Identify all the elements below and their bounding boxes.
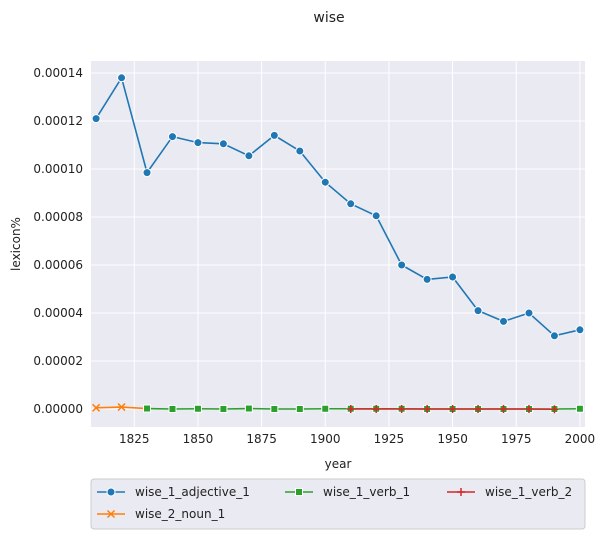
data-point <box>575 404 584 413</box>
x-tick-label: 1900 <box>310 432 341 446</box>
data-point <box>397 405 406 413</box>
data-point <box>346 199 356 209</box>
data-point <box>371 211 381 221</box>
data-point <box>499 316 509 326</box>
legend-marker <box>295 488 303 496</box>
legend-entry: wise_1_verb_2 <box>447 485 572 499</box>
legend-entry: wise_1_adjective_1 <box>97 485 250 499</box>
data-point <box>269 130 279 140</box>
data-point <box>167 132 177 142</box>
data-point <box>474 405 483 413</box>
data-point <box>92 403 101 412</box>
data-point <box>295 405 304 413</box>
data-point <box>499 405 508 413</box>
data-point <box>142 168 152 178</box>
x-tick-label: 1950 <box>437 432 468 446</box>
x-tick-label: 1975 <box>501 432 532 446</box>
legend-marker <box>106 509 116 519</box>
legend-label: wise_1_adjective_1 <box>135 485 250 499</box>
y-tick-label: 0.00014 <box>33 66 83 80</box>
data-point <box>295 146 305 156</box>
data-point <box>524 405 533 413</box>
x-tick-label: 1825 <box>119 432 150 446</box>
legend-entry: wise_2_noun_1 <box>97 507 225 521</box>
x-tick-label: 2000 <box>565 432 596 446</box>
plot-area <box>91 61 585 427</box>
data-point <box>320 177 330 187</box>
data-point <box>117 73 127 83</box>
data-point <box>448 272 458 282</box>
legend-label: wise_1_verb_1 <box>323 485 410 499</box>
data-point <box>244 151 254 161</box>
y-tick-label: 0.00008 <box>33 210 83 224</box>
data-point <box>372 405 381 413</box>
y-axis-label: lexicon% <box>9 217 23 271</box>
y-tick-label: 0.00004 <box>33 306 83 320</box>
data-point <box>422 274 432 284</box>
series-layer <box>91 73 585 414</box>
legend: wise_1_adjective_1 wise_2_noun_1 wise_1_ve… <box>90 478 586 530</box>
data-point <box>321 404 330 413</box>
x-tick-label: 1850 <box>183 432 214 446</box>
legend-marker <box>106 487 116 497</box>
data-point <box>397 260 407 270</box>
x-tick-label: 1875 <box>246 432 277 446</box>
tick-labels: 1825 1850 1875 1900 1925 1950 1975 2000 0.00000 0… <box>33 66 595 446</box>
data-point <box>575 325 585 335</box>
y-tick-label: 0.00006 <box>33 258 83 272</box>
data-point <box>193 404 202 413</box>
data-point <box>473 306 483 316</box>
data-point <box>270 405 279 413</box>
data-point <box>549 331 559 341</box>
data-point <box>448 405 457 413</box>
data-point <box>423 405 432 413</box>
data-point <box>91 114 101 124</box>
data-point <box>193 138 203 148</box>
data-point <box>168 405 177 413</box>
legend-label: wise_2_noun_1 <box>135 507 225 521</box>
data-point <box>218 139 228 149</box>
series-wise_1_verb_2 <box>346 405 559 414</box>
chart-title: wise <box>313 10 344 26</box>
data-point <box>346 405 355 413</box>
legend-marker <box>457 488 465 496</box>
data-point <box>550 405 559 414</box>
legend-entry: wise_1_verb_1 <box>285 485 410 499</box>
legend-label: wise_1_verb_2 <box>485 485 572 499</box>
series-wise_1_adjective_1 <box>91 73 585 341</box>
data-point <box>143 404 152 413</box>
y-tick-label: 0.00002 <box>33 354 83 368</box>
y-tick-label: 0.00012 <box>33 114 83 128</box>
data-point <box>117 403 126 412</box>
data-point <box>219 405 228 413</box>
x-tick-label: 1925 <box>374 432 405 446</box>
y-tick-label: 0.00010 <box>33 162 83 176</box>
data-point <box>244 404 253 413</box>
x-axis-label: year <box>325 457 352 471</box>
data-point <box>524 308 534 318</box>
grid <box>91 61 585 427</box>
y-tick-label: 0.00000 <box>33 402 83 416</box>
